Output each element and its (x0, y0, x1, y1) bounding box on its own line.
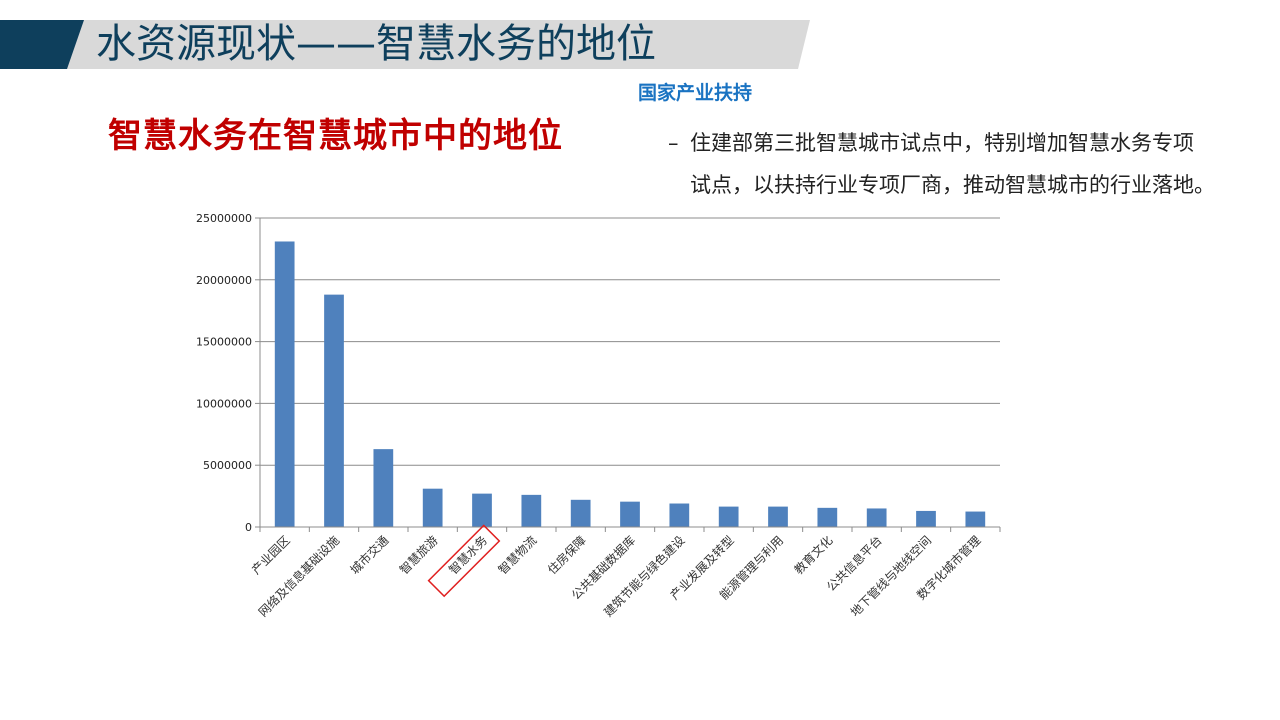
y-tick-label: 15000000 (196, 336, 252, 349)
x-category-label: 智慧物流 (495, 533, 540, 578)
y-tick-label: 25000000 (196, 212, 252, 225)
bar (521, 494, 542, 527)
y-axis-tick-labels: 0 5000000 10000000 15000000 20000000 25000000 (196, 212, 252, 534)
bar (472, 493, 492, 527)
chart-gridlines (255, 217, 1000, 528)
x-category-label: 智慧水务 (446, 533, 491, 578)
y-tick-label: 10000000 (196, 397, 252, 410)
bar (422, 488, 443, 527)
bar (718, 506, 739, 527)
bar (620, 501, 640, 527)
title-band (0, 20, 810, 69)
x-category-label: 城市交通 (347, 533, 392, 578)
bar (570, 499, 591, 527)
support-bullet: – 住建部第三批智慧城市试点中，特别增加智慧水务专项 试点，以扶持行业专项厂商，… (668, 122, 1268, 206)
bar (866, 508, 887, 527)
x-category-label: 教育文化 (791, 533, 836, 578)
x-category-label: 网络及信息基础设施 (255, 533, 342, 620)
x-category-label: 地下管线与地线空间 (847, 533, 934, 620)
bar (373, 449, 394, 527)
x-category-label: 建筑节能与绿色建设 (600, 533, 687, 620)
y-tick-label: 0 (245, 521, 252, 534)
bar (817, 507, 838, 527)
bar (916, 510, 936, 527)
support-heading: 国家产业扶持 (638, 82, 753, 104)
x-category-label: 智慧旅游 (396, 533, 441, 578)
bar (965, 511, 986, 527)
bar (324, 294, 344, 527)
highlight-rectangle (427, 524, 501, 598)
bar (274, 241, 295, 527)
bar (669, 503, 690, 527)
bar (768, 506, 788, 527)
section-subtitle: 智慧水务在智慧城市中的地位 (108, 116, 563, 156)
title-band-shape (0, 20, 810, 69)
bullet-dash: – (668, 131, 679, 155)
y-tick-label: 20000000 (196, 274, 252, 287)
chart-bars (274, 241, 986, 527)
page-title: 水资源现状——智慧水务的地位 (96, 21, 656, 67)
y-tick-label: 5000000 (203, 459, 252, 472)
highlight-box (427, 524, 501, 598)
support-line-2: 试点，以扶持行业专项厂商，推动智慧城市的行业落地。 (690, 173, 1215, 197)
x-category-label: 住房保障 (544, 533, 589, 578)
chart-axes (259, 218, 1001, 532)
support-line-1: 住建部第三批智慧城市试点中，特别增加智慧水务专项 (690, 131, 1194, 155)
x-category-label: 产业园区 (249, 533, 293, 577)
